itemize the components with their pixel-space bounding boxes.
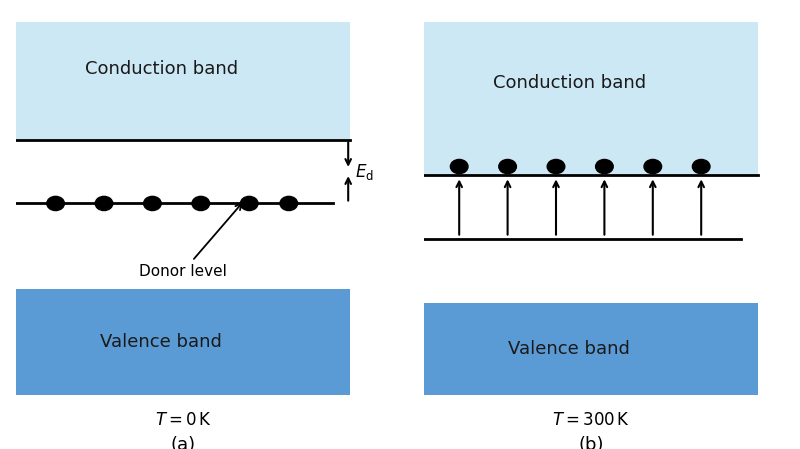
Circle shape (499, 159, 517, 174)
Circle shape (280, 196, 298, 211)
Text: Valence band: Valence band (100, 333, 222, 351)
Circle shape (192, 196, 210, 211)
Circle shape (144, 196, 162, 211)
Circle shape (240, 196, 258, 211)
Circle shape (547, 159, 565, 174)
Circle shape (644, 159, 662, 174)
Circle shape (46, 196, 64, 211)
Text: $T = 300\,\mathrm{K}$: $T = 300\,\mathrm{K}$ (552, 411, 630, 429)
Text: $E_\mathrm{d}$: $E_\mathrm{d}$ (355, 162, 374, 181)
Text: Conduction band: Conduction band (493, 74, 646, 92)
Bar (16, 289, 350, 395)
Bar (424, 303, 758, 395)
Text: $T = 0\,\mathrm{K}$: $T = 0\,\mathrm{K}$ (154, 411, 212, 429)
Text: Donor level: Donor level (139, 203, 242, 279)
Circle shape (595, 159, 613, 174)
Circle shape (450, 159, 468, 174)
Bar (424, 22, 758, 175)
Text: Valence band: Valence band (508, 340, 630, 358)
Text: (b): (b) (578, 436, 604, 449)
Circle shape (693, 159, 710, 174)
Text: (a): (a) (170, 436, 196, 449)
Text: Conduction band: Conduction band (85, 60, 238, 78)
Bar (16, 22, 350, 140)
Circle shape (95, 196, 113, 211)
